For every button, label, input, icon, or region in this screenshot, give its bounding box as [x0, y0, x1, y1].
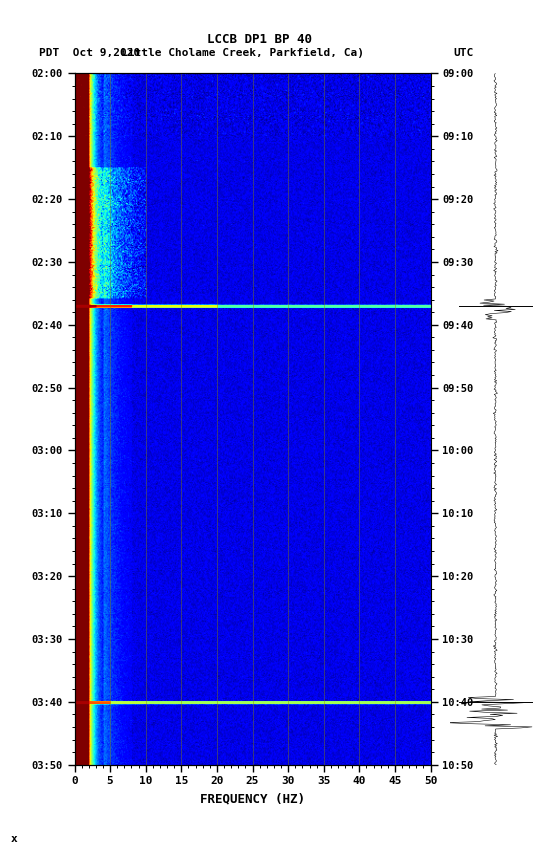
Text: x: x [11, 835, 18, 844]
Text: Little Cholame Creek, Parkfield, Ca): Little Cholame Creek, Parkfield, Ca) [121, 48, 364, 58]
Text: UTC: UTC [454, 48, 474, 58]
X-axis label: FREQUENCY (HZ): FREQUENCY (HZ) [200, 792, 305, 805]
Text: PDT  Oct 9,2020: PDT Oct 9,2020 [39, 48, 140, 58]
Text: LCCB DP1 BP 40: LCCB DP1 BP 40 [207, 33, 312, 46]
